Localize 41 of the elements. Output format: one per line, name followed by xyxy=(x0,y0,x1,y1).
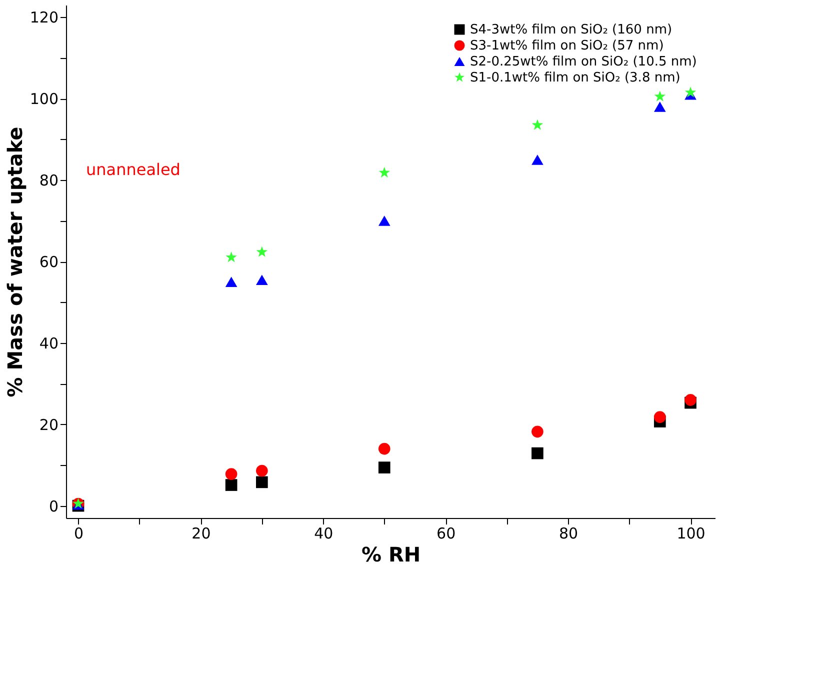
point xyxy=(225,276,238,287)
point xyxy=(532,154,544,165)
point xyxy=(654,102,666,112)
x-tick-label: 40 xyxy=(314,524,334,542)
point xyxy=(256,246,268,257)
x-tick-label: 60 xyxy=(436,524,456,542)
point xyxy=(378,462,390,474)
x-tick-label: 0 xyxy=(74,524,84,542)
annotation: unannealed xyxy=(86,160,180,179)
legend-label: S4-3wt% film on SiO₂ (160 nm) xyxy=(470,22,672,38)
y-tick-label: 120 xyxy=(30,8,58,27)
point xyxy=(684,394,696,406)
point xyxy=(532,447,544,460)
y-axis-title: % Mass of water uptake xyxy=(2,126,27,398)
point xyxy=(225,468,238,480)
point xyxy=(378,216,390,226)
point xyxy=(256,464,268,477)
x-tick-label: 80 xyxy=(559,524,578,542)
point xyxy=(378,442,390,455)
point xyxy=(532,426,544,438)
legend-label: S2-0.25wt% film on SiO₂ (10.5 nm) xyxy=(470,54,697,70)
x-tick-label: 20 xyxy=(192,524,211,542)
x-axis-title: % RH xyxy=(361,542,421,566)
point xyxy=(256,274,268,285)
y-tick-label: 20 xyxy=(39,416,58,434)
y-tick-label: 60 xyxy=(39,253,58,271)
y-tick-label: 0 xyxy=(48,497,58,516)
point xyxy=(225,479,238,491)
x-tick-label: 100 xyxy=(676,524,706,542)
y-tick-label: 80 xyxy=(39,172,58,190)
point xyxy=(532,119,544,130)
y-tick-label: 100 xyxy=(30,90,58,108)
point xyxy=(378,166,390,178)
point xyxy=(256,476,268,488)
point xyxy=(654,411,666,423)
legend-label: S1-0.1wt% film on SiO₂ (3.8 nm) xyxy=(470,70,680,86)
legend-label: S3-1wt% film on SiO₂ (57 nm) xyxy=(470,38,664,54)
y-tick-label: 40 xyxy=(39,334,58,352)
point xyxy=(226,252,237,262)
point xyxy=(684,86,696,98)
point xyxy=(654,90,666,102)
